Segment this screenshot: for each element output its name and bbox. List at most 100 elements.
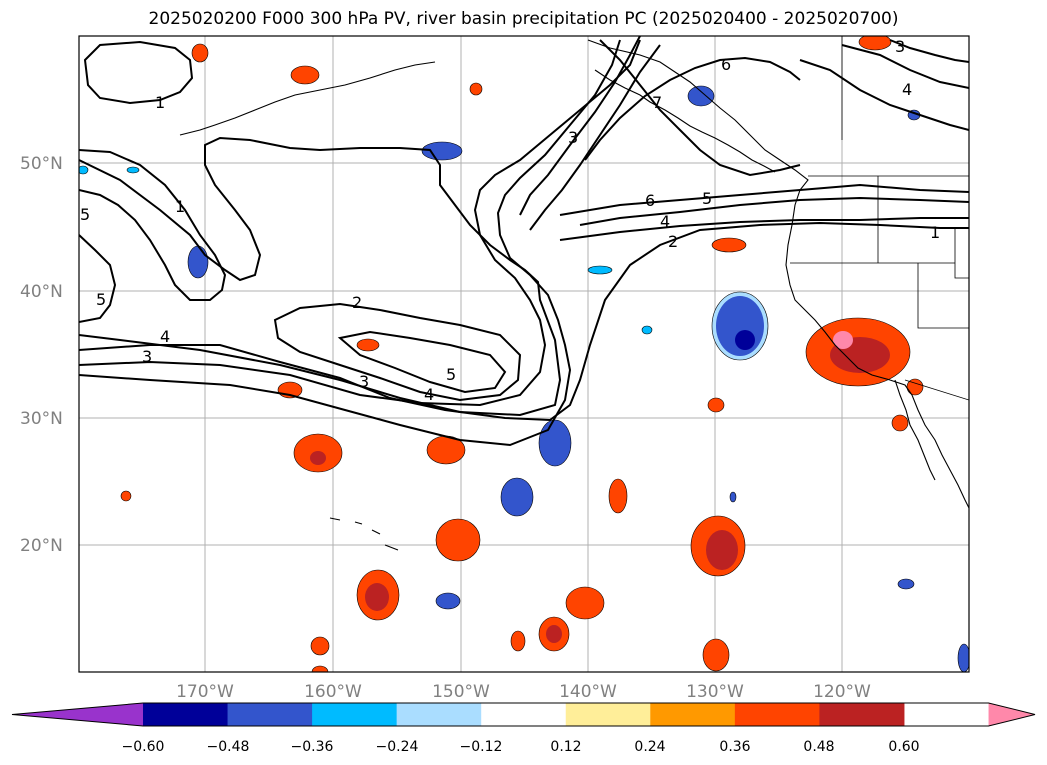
precip-blob <box>126 166 140 174</box>
pv-contour <box>337 330 507 394</box>
contour-label: 4 <box>902 80 912 99</box>
precip-blob <box>891 414 909 432</box>
lon-label: 160°W <box>304 682 362 702</box>
lat-label: 50°N <box>20 154 63 174</box>
map-title: 2025020200 F000 300 hPa PV, river basin … <box>148 9 899 29</box>
pv-contours <box>79 36 969 447</box>
colorbar-tick-label: −0.12 <box>460 739 503 755</box>
colorbar-tick-label: 0.48 <box>803 739 834 755</box>
contour-label: 3 <box>568 128 578 147</box>
pv-contour-labels: 1 1 1 2 2 3 3 3 3 4 4 4 4 5 5 5 5 6 6 7 <box>80 37 940 404</box>
contour-label: 3 <box>359 372 369 391</box>
contour-label: 3 <box>142 347 152 366</box>
aleutian-islands <box>179 61 436 136</box>
precip-blob <box>310 636 330 656</box>
colorbar-bin <box>565 703 651 726</box>
precip-blob <box>356 338 380 352</box>
colorbar-tick-label: −0.36 <box>291 739 334 755</box>
contour-label: 1 <box>930 223 940 242</box>
lon-label: 170°W <box>176 682 234 702</box>
colorbar-tick-label: −0.24 <box>376 739 419 755</box>
precip-blob <box>79 165 89 175</box>
precip-blob <box>706 530 738 570</box>
pv-contour <box>584 56 801 161</box>
precip-blob <box>858 36 892 51</box>
hawaii-islands <box>329 517 399 551</box>
pv-contour <box>579 196 969 226</box>
precip-blob <box>735 330 755 350</box>
lat-label: 30°N <box>20 409 63 429</box>
precip-blob <box>702 638 730 672</box>
lon-label: 130°W <box>686 682 744 702</box>
pv-contour <box>559 217 969 241</box>
colorbar-bin <box>143 703 229 726</box>
pv-contour <box>599 39 801 177</box>
colorbar <box>11 702 1036 727</box>
pv-contour <box>529 44 661 231</box>
contour-label: 2 <box>352 293 362 312</box>
pv-contour <box>273 302 522 402</box>
pv-contour <box>559 183 969 216</box>
precip-blob <box>833 331 853 349</box>
pv-contour <box>889 39 969 63</box>
precip-blob <box>565 586 605 620</box>
contour-label: 6 <box>645 191 655 210</box>
precip-blob <box>469 82 483 96</box>
colorbar-bin <box>227 703 313 726</box>
precip-blob <box>957 643 969 672</box>
precip-blob <box>435 592 461 610</box>
pv-contour <box>79 136 562 417</box>
north-america-coast <box>587 39 969 509</box>
plot-border <box>78 35 970 673</box>
contour-label: 5 <box>80 205 90 224</box>
contour-label: 4 <box>424 385 434 404</box>
precip-blob <box>435 518 481 562</box>
contour-label: 4 <box>160 327 170 346</box>
precip-blob <box>687 85 715 107</box>
colorbar-bin <box>734 703 820 726</box>
colorbar-outline <box>11 702 1036 727</box>
precip-blob <box>500 477 534 517</box>
precip-blob <box>538 419 572 467</box>
baja-coast <box>894 379 936 481</box>
contour-label: 5 <box>96 290 106 309</box>
colorbar-extend-min <box>12 703 143 726</box>
pv-contour <box>799 59 969 131</box>
pv-contour <box>83 40 194 105</box>
precip-blob <box>587 265 613 275</box>
contour-label: 1 <box>155 93 165 112</box>
precip-blob <box>187 245 209 279</box>
colorbar-tick-label: 0.12 <box>550 739 581 755</box>
lon-label: 140°W <box>559 682 617 702</box>
pv-contour <box>841 44 969 89</box>
colorbar-bin <box>396 703 482 726</box>
colorbar-tick-label: 0.36 <box>719 739 750 755</box>
latitude-labels: 50°N 40°N 30°N 20°N <box>20 154 63 556</box>
contour-label: 3 <box>895 37 905 56</box>
precip-blob <box>365 583 389 611</box>
colorbar-bin <box>312 703 398 726</box>
pv-contour <box>79 39 621 447</box>
colorbar-extend-max <box>988 703 1035 726</box>
pv-contour <box>79 221 969 422</box>
contour-label: 5 <box>702 189 712 208</box>
contour-label: 7 <box>652 93 662 112</box>
colorbar-bin <box>650 703 736 726</box>
precip-blob <box>711 237 747 253</box>
precip-blob <box>290 65 320 85</box>
contour-label: 1 <box>175 197 185 216</box>
precip-blob <box>510 630 526 652</box>
precip-blob <box>120 490 132 502</box>
longitude-labels: 170°W 160°W 150°W 140°W 130°W 120°W <box>176 682 871 702</box>
colorbar-bin <box>481 703 567 726</box>
lat-label: 20°N <box>20 536 63 556</box>
precip-blob <box>608 478 628 514</box>
contour-label: 4 <box>660 212 670 231</box>
precip-blob <box>707 397 725 413</box>
contour-label: 6 <box>721 55 731 74</box>
contour-label: 5 <box>446 365 456 384</box>
colorbar-tick-labels: −0.60 −0.48 −0.36 −0.24 −0.12 0.12 0.24 … <box>122 739 920 755</box>
pv-contour <box>79 39 641 407</box>
lon-label: 120°W <box>813 682 871 702</box>
